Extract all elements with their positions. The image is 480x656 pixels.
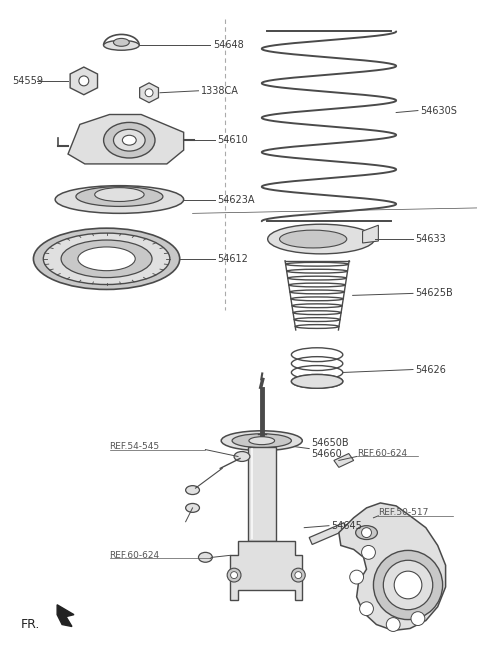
Text: 54633: 54633 <box>415 234 446 244</box>
Text: 54645: 54645 <box>331 521 362 531</box>
Text: 54660: 54660 <box>311 449 342 459</box>
Ellipse shape <box>61 240 152 277</box>
Text: 54630S: 54630S <box>420 106 457 115</box>
Circle shape <box>411 611 425 626</box>
Polygon shape <box>57 605 74 626</box>
Text: REF.60-624: REF.60-624 <box>109 551 160 560</box>
Circle shape <box>360 602 373 615</box>
Ellipse shape <box>186 503 200 512</box>
Ellipse shape <box>43 233 170 285</box>
Polygon shape <box>339 503 445 630</box>
Ellipse shape <box>234 451 250 461</box>
Text: 54612: 54612 <box>217 254 248 264</box>
Circle shape <box>373 550 443 619</box>
Circle shape <box>291 568 305 582</box>
Ellipse shape <box>78 247 135 271</box>
Text: 1338CA: 1338CA <box>201 86 239 96</box>
Text: REF.50-517: REF.50-517 <box>378 508 429 518</box>
Ellipse shape <box>122 135 136 145</box>
Polygon shape <box>68 115 184 164</box>
Polygon shape <box>362 225 378 243</box>
Ellipse shape <box>291 375 343 388</box>
Ellipse shape <box>268 224 374 254</box>
Text: 54625B: 54625B <box>415 289 453 298</box>
Circle shape <box>386 617 400 632</box>
Circle shape <box>79 76 89 86</box>
Circle shape <box>145 89 153 96</box>
Text: 54626: 54626 <box>415 365 446 375</box>
Ellipse shape <box>76 187 163 207</box>
Ellipse shape <box>34 228 180 289</box>
Ellipse shape <box>186 485 200 495</box>
Ellipse shape <box>356 525 377 539</box>
Circle shape <box>361 545 375 560</box>
Ellipse shape <box>104 41 139 51</box>
Text: REF.54-545: REF.54-545 <box>109 442 160 451</box>
Ellipse shape <box>279 230 347 248</box>
Circle shape <box>350 570 363 584</box>
Text: 54650B: 54650B <box>311 438 349 447</box>
Polygon shape <box>140 83 158 102</box>
Ellipse shape <box>113 129 145 151</box>
Polygon shape <box>230 541 302 600</box>
Ellipse shape <box>199 552 212 562</box>
Polygon shape <box>334 453 354 467</box>
Ellipse shape <box>104 123 155 158</box>
Ellipse shape <box>55 186 184 213</box>
Polygon shape <box>70 67 97 94</box>
Circle shape <box>227 568 241 582</box>
Ellipse shape <box>249 437 275 445</box>
FancyBboxPatch shape <box>248 447 276 541</box>
Text: FR.: FR. <box>21 618 40 631</box>
Polygon shape <box>309 523 347 544</box>
Circle shape <box>361 527 372 537</box>
Ellipse shape <box>113 39 129 47</box>
Text: 54623A: 54623A <box>217 195 255 205</box>
Circle shape <box>230 571 238 579</box>
Circle shape <box>295 571 302 579</box>
Circle shape <box>384 560 433 609</box>
Text: 54559: 54559 <box>12 76 44 86</box>
Text: 54648: 54648 <box>213 40 244 51</box>
Text: 54610: 54610 <box>217 135 248 145</box>
Ellipse shape <box>221 431 302 451</box>
Ellipse shape <box>232 434 291 447</box>
Text: REF.60-624: REF.60-624 <box>357 449 407 458</box>
Circle shape <box>394 571 422 599</box>
Ellipse shape <box>95 188 144 201</box>
